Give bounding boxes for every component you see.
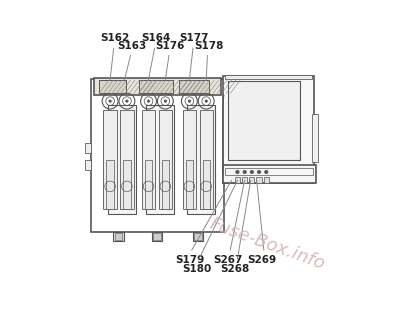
Circle shape (236, 170, 239, 174)
Text: S267: S267 (213, 255, 242, 265)
Bar (142, 110, 155, 209)
Circle shape (164, 100, 166, 102)
Bar (183, 110, 196, 209)
Bar (85, 160, 91, 170)
Circle shape (257, 170, 261, 174)
Bar (223, 76, 314, 183)
Bar (223, 165, 316, 183)
Bar (226, 75, 312, 80)
Text: Fuse-Box.info: Fuse-Box.info (207, 215, 328, 273)
Circle shape (126, 100, 128, 102)
Circle shape (205, 100, 208, 102)
Text: S177: S177 (180, 33, 209, 43)
Circle shape (188, 100, 190, 102)
Bar (249, 177, 254, 183)
Bar (159, 110, 172, 209)
Bar (153, 233, 161, 240)
Bar (186, 160, 193, 209)
Bar (120, 110, 134, 209)
Bar (264, 177, 269, 183)
Bar (152, 232, 162, 241)
Bar (108, 105, 136, 214)
Text: S176: S176 (156, 41, 185, 51)
Bar (256, 177, 262, 183)
Bar (85, 143, 91, 153)
Bar (114, 232, 124, 241)
Bar (106, 160, 114, 209)
Bar (91, 80, 224, 232)
Bar (178, 80, 209, 93)
Text: S162: S162 (100, 33, 130, 43)
Text: S164: S164 (141, 33, 170, 43)
Bar (242, 177, 247, 183)
Circle shape (243, 170, 246, 174)
Bar (235, 177, 240, 183)
Circle shape (264, 170, 268, 174)
Bar (123, 160, 130, 209)
Bar (139, 80, 172, 93)
Bar (200, 110, 213, 209)
Bar (104, 110, 117, 209)
Bar (193, 232, 203, 241)
Text: S269: S269 (247, 255, 276, 265)
Bar (202, 160, 210, 209)
Circle shape (109, 100, 111, 102)
Text: S180: S180 (182, 264, 211, 274)
Bar (146, 105, 174, 214)
Bar (226, 168, 313, 175)
Bar (94, 78, 221, 95)
Text: S178: S178 (194, 41, 223, 51)
Circle shape (147, 100, 150, 102)
Bar (145, 160, 152, 209)
Circle shape (250, 170, 254, 174)
Bar (162, 160, 169, 209)
Bar (312, 114, 318, 162)
Text: S179: S179 (175, 255, 204, 265)
Bar (99, 80, 126, 93)
Text: S163: S163 (117, 41, 146, 51)
Text: S268: S268 (220, 264, 250, 274)
Bar (187, 105, 215, 214)
Bar (228, 81, 300, 160)
Bar (194, 233, 202, 240)
Bar (115, 233, 122, 240)
